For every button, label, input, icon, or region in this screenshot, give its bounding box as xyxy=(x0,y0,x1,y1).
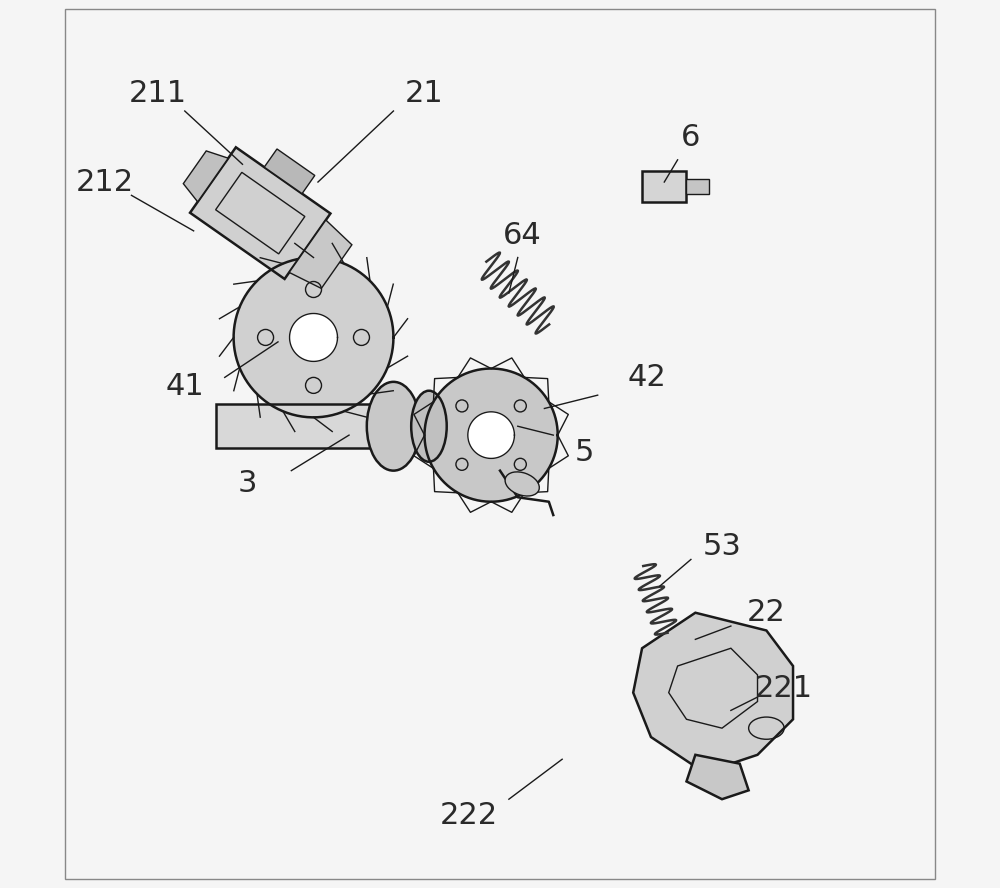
Polygon shape xyxy=(425,369,558,502)
Ellipse shape xyxy=(411,391,447,462)
Polygon shape xyxy=(190,147,330,279)
Text: 6: 6 xyxy=(681,123,701,152)
Polygon shape xyxy=(234,258,393,417)
Text: 222: 222 xyxy=(440,801,498,829)
Text: 221: 221 xyxy=(755,674,813,702)
Polygon shape xyxy=(686,178,709,194)
Ellipse shape xyxy=(505,472,539,496)
Polygon shape xyxy=(216,404,536,448)
Polygon shape xyxy=(642,171,686,202)
Polygon shape xyxy=(686,755,749,799)
Text: 53: 53 xyxy=(703,532,741,560)
Text: 211: 211 xyxy=(129,79,187,107)
Polygon shape xyxy=(264,149,315,194)
Text: 212: 212 xyxy=(76,168,134,196)
Polygon shape xyxy=(290,313,337,361)
Polygon shape xyxy=(468,412,514,458)
Text: 22: 22 xyxy=(747,599,786,627)
Text: 64: 64 xyxy=(503,221,542,250)
Polygon shape xyxy=(633,613,793,773)
Ellipse shape xyxy=(367,382,420,471)
Text: 42: 42 xyxy=(627,363,666,392)
Text: 41: 41 xyxy=(165,372,204,400)
Text: 5: 5 xyxy=(575,439,594,467)
Text: 21: 21 xyxy=(405,79,444,107)
Polygon shape xyxy=(183,151,228,202)
Polygon shape xyxy=(289,220,352,289)
Text: 3: 3 xyxy=(237,470,257,498)
